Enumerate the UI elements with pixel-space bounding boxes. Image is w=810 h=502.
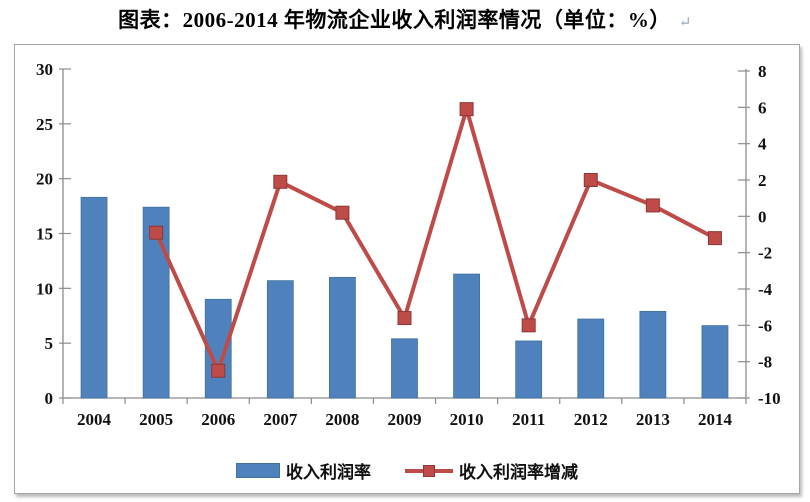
right-axis-tick-label: -4 xyxy=(758,280,773,299)
left-axis-tick-label: 30 xyxy=(36,60,53,79)
chart-frame: 0 5 10 15 20 25 30 -10 -8 -6 -4 -2 0 2 4 6 8 2004 2005 2006… xyxy=(14,44,800,494)
left-axis-tick-label: 0 xyxy=(45,389,54,408)
bar-2007 xyxy=(266,280,294,399)
right-axis-tick-label: 2 xyxy=(758,171,767,190)
line-marker-2011 xyxy=(521,318,536,333)
line-marker-2009 xyxy=(397,311,412,326)
line-marker-2012 xyxy=(583,173,598,187)
chart-title: 图表：2006-2014 年物流企业收入利润率情况（单位：%） ↵ xyxy=(0,4,810,34)
x-axis-category-label: 2009 xyxy=(388,410,422,429)
x-axis-category-label: 2012 xyxy=(574,410,608,429)
left-axis-tick-label: 25 xyxy=(36,115,53,134)
x-axis-category-label: 2011 xyxy=(512,410,545,429)
left-axis-tick-label: 20 xyxy=(36,170,53,189)
right-axis-tick-label: 6 xyxy=(758,98,767,117)
bar-2009 xyxy=(391,338,418,399)
x-axis-category-label: 2008 xyxy=(325,410,359,429)
legend-item-line-series: 收入利润率增减 xyxy=(405,458,578,483)
bar-2013 xyxy=(639,310,667,399)
line-series-swatch-icon xyxy=(405,464,453,478)
left-axis-tick-label: 10 xyxy=(36,279,53,298)
line-marker-2007 xyxy=(273,174,288,189)
paragraph-mark-icon: ↵ xyxy=(678,15,692,31)
x-axis-category-label: 2007 xyxy=(263,410,298,429)
left-axis-tick-label: 15 xyxy=(36,225,53,244)
line-swatch-marker xyxy=(423,464,435,477)
right-axis-tick-label: -10 xyxy=(758,389,781,408)
chart-legend: 收入利润率 收入利润率增减 xyxy=(15,458,799,483)
line-marker-2008 xyxy=(335,205,350,220)
bar-2010 xyxy=(453,273,480,399)
bar-2008 xyxy=(329,276,356,399)
right-axis-tick-label: 0 xyxy=(758,207,767,226)
x-axis-category-label: 2010 xyxy=(450,410,484,429)
x-axis-category-label: 2005 xyxy=(139,410,173,429)
legend-label-bar-series: 收入利润率 xyxy=(286,463,371,482)
x-axis-category-label: 2004 xyxy=(77,410,112,429)
right-axis-tick-label: 8 xyxy=(758,62,767,81)
x-axis-category-label: 2014 xyxy=(698,410,733,429)
x-axis-category-label: 2013 xyxy=(636,410,670,429)
bar-2014 xyxy=(701,325,729,399)
line-marker-2005 xyxy=(149,225,164,240)
right-axis-tick-label: -2 xyxy=(758,244,772,263)
bar-2004 xyxy=(80,196,108,399)
right-axis-tick-label: -6 xyxy=(758,316,772,335)
legend-item-bar-series: 收入利润率 xyxy=(236,458,371,483)
right-axis-tick-label: -8 xyxy=(758,353,772,372)
right-axis-tick-label: 4 xyxy=(758,135,767,154)
x-axis-category-label: 2006 xyxy=(201,410,235,429)
line-marker-2013 xyxy=(645,198,660,213)
chart-title-text: 图表：2006-2014 年物流企业收入利润率情况（单位：%） xyxy=(118,8,671,32)
line-marker-2010 xyxy=(459,102,474,117)
combo-bar-line-chart: 0 5 10 15 20 25 30 -10 -8 -6 -4 -2 0 2 4 6 8 2004 2005 2006… xyxy=(36,60,781,429)
legend-label-line-series: 收入利润率增减 xyxy=(459,463,578,482)
bar-2011 xyxy=(515,340,543,399)
line-marker-2006 xyxy=(211,363,226,378)
left-axis-tick-label: 5 xyxy=(45,334,54,353)
bar-2012 xyxy=(577,318,605,399)
bar-series-swatch-icon xyxy=(236,463,280,478)
line-marker-2014 xyxy=(707,231,722,246)
line-series-path xyxy=(154,102,716,377)
